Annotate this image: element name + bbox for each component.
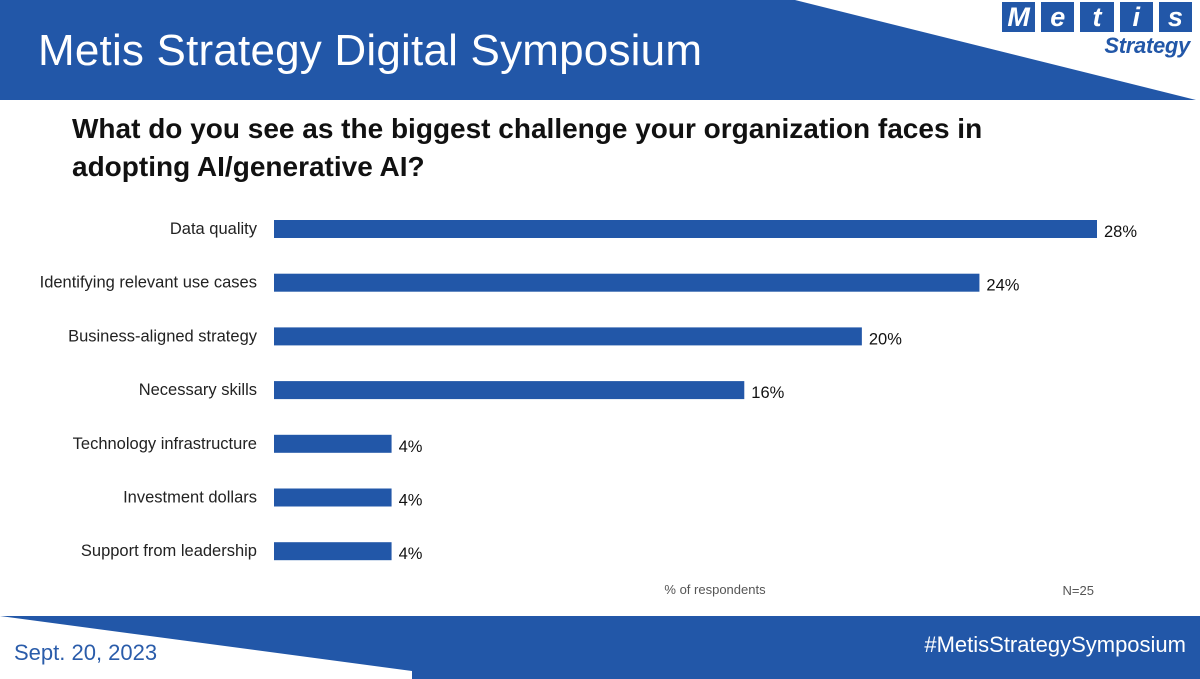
bar (274, 327, 862, 346)
category-label: Data quality (170, 220, 258, 238)
logo-letter: s (1158, 2, 1193, 32)
data-label: 24% (986, 277, 1019, 295)
sample-size-note: N=25 (1063, 583, 1094, 598)
data-label: 28% (1104, 223, 1137, 241)
category-label: Technology infrastructure (73, 435, 257, 453)
data-label: 4% (399, 492, 423, 510)
bar (274, 488, 392, 507)
bar (274, 434, 392, 453)
x-axis-label: % of respondents (664, 582, 766, 597)
data-label: 4% (399, 438, 423, 456)
metis-strategy-logo: M e t i s Strategy (1002, 2, 1193, 66)
footer-date: Sept. 20, 2023 (14, 640, 158, 665)
header-title: Metis Strategy Digital Symposium (38, 26, 703, 75)
logo-letter: i (1119, 2, 1153, 32)
category-label: Investment dollars (123, 489, 257, 507)
category-label: Support from leadership (81, 542, 257, 560)
category-label: Identifying relevant use cases (40, 274, 257, 292)
bar (274, 542, 392, 561)
header-band (0, 0, 1196, 100)
logo-letter: t (1080, 2, 1114, 32)
category-label: Business-aligned strategy (68, 327, 258, 345)
footer-band (0, 616, 1200, 679)
footer-hashtag: #MetisStrategySymposium (924, 632, 1186, 657)
data-label: 4% (399, 545, 423, 563)
logo-letter: e (1041, 2, 1075, 32)
bar (274, 381, 745, 400)
logo-letter: M (1002, 2, 1036, 32)
category-label: Necessary skills (139, 381, 257, 399)
bar (274, 220, 1097, 238)
bar (274, 273, 980, 292)
data-label: 20% (869, 330, 902, 348)
logo-subtitle: Strategy (1104, 33, 1190, 58)
data-label: 16% (751, 384, 784, 402)
chart-title: What do you see as the biggest challenge… (72, 113, 983, 182)
